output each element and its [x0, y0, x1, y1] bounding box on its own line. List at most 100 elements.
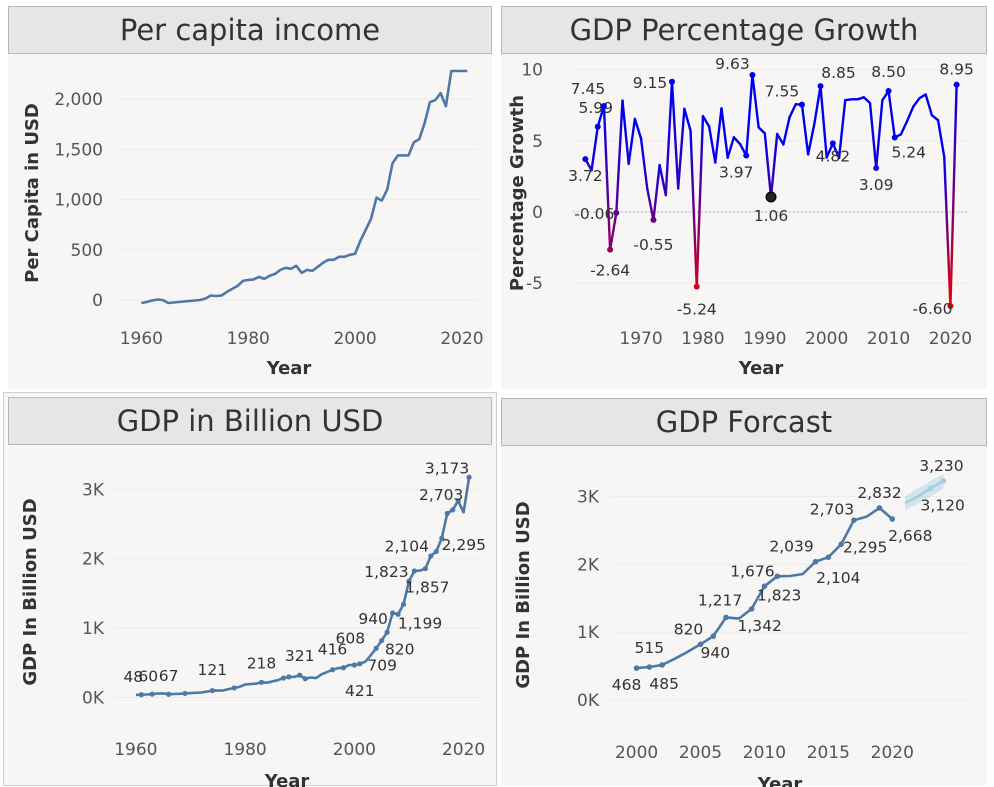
x-tick-label: 1990: [743, 329, 786, 349]
data-point: [953, 81, 960, 88]
series-segment: [788, 103, 797, 119]
y-tick-label: 3K: [577, 488, 600, 508]
data-label: 2,832: [857, 484, 901, 502]
x-tick-label: 2000: [615, 743, 658, 763]
series-segment: [652, 163, 661, 222]
series-segment: [757, 126, 767, 135]
data-point: [710, 633, 717, 639]
series-segment: [695, 114, 705, 288]
series-segment: [887, 89, 896, 139]
data-point: [891, 134, 898, 141]
series-segment: [782, 116, 791, 146]
x-tick-label: 2005: [679, 743, 722, 763]
data-point: [885, 88, 892, 95]
data-label: 1.06: [754, 207, 789, 225]
x-axis-title: Year: [757, 774, 803, 787]
data-point: [433, 548, 439, 555]
data-point: [138, 692, 144, 698]
data-point: [825, 554, 832, 561]
data-point: [798, 101, 805, 108]
series-segment: [590, 125, 599, 172]
data-point: [340, 665, 347, 671]
chart-per-capita: 0 500 1,000 1,500 2,000 1960 1980 2000 2020 Year P…: [22, 69, 484, 379]
forecast-line: [904, 479, 945, 505]
series-segment: [689, 129, 698, 288]
series-segment: [732, 136, 742, 146]
series-segment: [800, 103, 810, 156]
data-point: [209, 687, 215, 694]
data-point: [182, 690, 188, 697]
data-point: [166, 691, 172, 697]
y-tick-label: 0: [532, 203, 543, 223]
series-segment: [943, 155, 952, 308]
y-tick-label: 0: [92, 291, 103, 311]
data-point: [889, 516, 896, 522]
x-axis-title: Year: [738, 358, 784, 379]
x-tick-label: 2020: [442, 740, 485, 760]
y-tick-label: -5: [526, 274, 543, 294]
series-line: [141, 69, 468, 305]
data-point: [817, 83, 824, 90]
data-point: [613, 209, 620, 216]
data-label: 1,823: [364, 563, 408, 581]
data-point: [297, 672, 303, 678]
y-axis-title: Per Capita in USD: [22, 103, 43, 283]
series-segment: [905, 105, 915, 123]
x-tick-label: 1960: [114, 740, 157, 760]
data-label: 7.55: [765, 83, 800, 101]
data-label: 2,104: [385, 537, 429, 555]
y-tick-label: 2,000: [54, 90, 103, 110]
data-point: [582, 156, 589, 163]
series-segment: [949, 83, 958, 308]
chart-title: GDP Percentage Growth: [501, 6, 987, 54]
data-label: 1,676: [730, 562, 774, 580]
data-point: [395, 611, 401, 617]
series-segment: [769, 132, 779, 199]
data-point: [748, 606, 755, 612]
data-point: [669, 78, 675, 85]
y-tick-label: 1,500: [54, 140, 103, 160]
data-point: [351, 662, 357, 668]
data-label: 5.99: [578, 99, 613, 117]
data-point: [286, 674, 292, 680]
series-segment: [751, 73, 760, 129]
data-point: [400, 601, 407, 607]
data-point: [829, 140, 836, 147]
data-label: 820: [385, 641, 415, 659]
data-point: [422, 565, 428, 572]
data-point: [697, 641, 704, 648]
data-label: 2,703: [810, 501, 854, 519]
y-tick-label: 10: [521, 61, 543, 81]
data-point: [594, 123, 601, 130]
data-point: [650, 216, 657, 223]
data-label: 67: [159, 667, 179, 685]
panel-per-capita: Per capita income 0 500 1,000 1,500 2,000 196…: [8, 6, 492, 389]
series-segment: [813, 84, 822, 126]
series-segment: [874, 98, 884, 170]
data-label: 1,857: [405, 579, 449, 597]
data-label: 940: [700, 644, 730, 662]
data-label: 3,120: [920, 496, 964, 514]
y-tick-label: 0K: [577, 691, 600, 711]
data-label: 60: [138, 667, 158, 685]
x-tick-label: 2000: [333, 740, 376, 760]
data-point: [774, 573, 781, 580]
x-tick-label: 2010: [867, 329, 910, 349]
series-segment: [707, 125, 717, 164]
series-segment: [924, 93, 934, 117]
data-point: [607, 246, 614, 253]
data-label: 416: [318, 641, 348, 659]
data-point: [373, 645, 379, 651]
data-label: 9.15: [633, 74, 668, 92]
data-label: 8.95: [939, 61, 974, 79]
data-label: 421: [345, 682, 375, 700]
data-label: 7.45: [571, 80, 606, 98]
data-label: 4.82: [816, 147, 851, 165]
data-label: 321: [285, 647, 315, 665]
data-label: 2,668: [888, 527, 932, 545]
data-label: 8.85: [821, 64, 856, 82]
data-point: [693, 283, 700, 290]
data-label: 8.50: [871, 63, 906, 81]
chart-gdp-growth: -5 0 5 10 1970 1980 1990 2000 2010 2020 Year Percen…: [507, 55, 974, 379]
chart-gdp-billion: 0K 1K 2K 3K 1960 1980 2000 2020 Year GDP In Billi…: [20, 459, 486, 787]
